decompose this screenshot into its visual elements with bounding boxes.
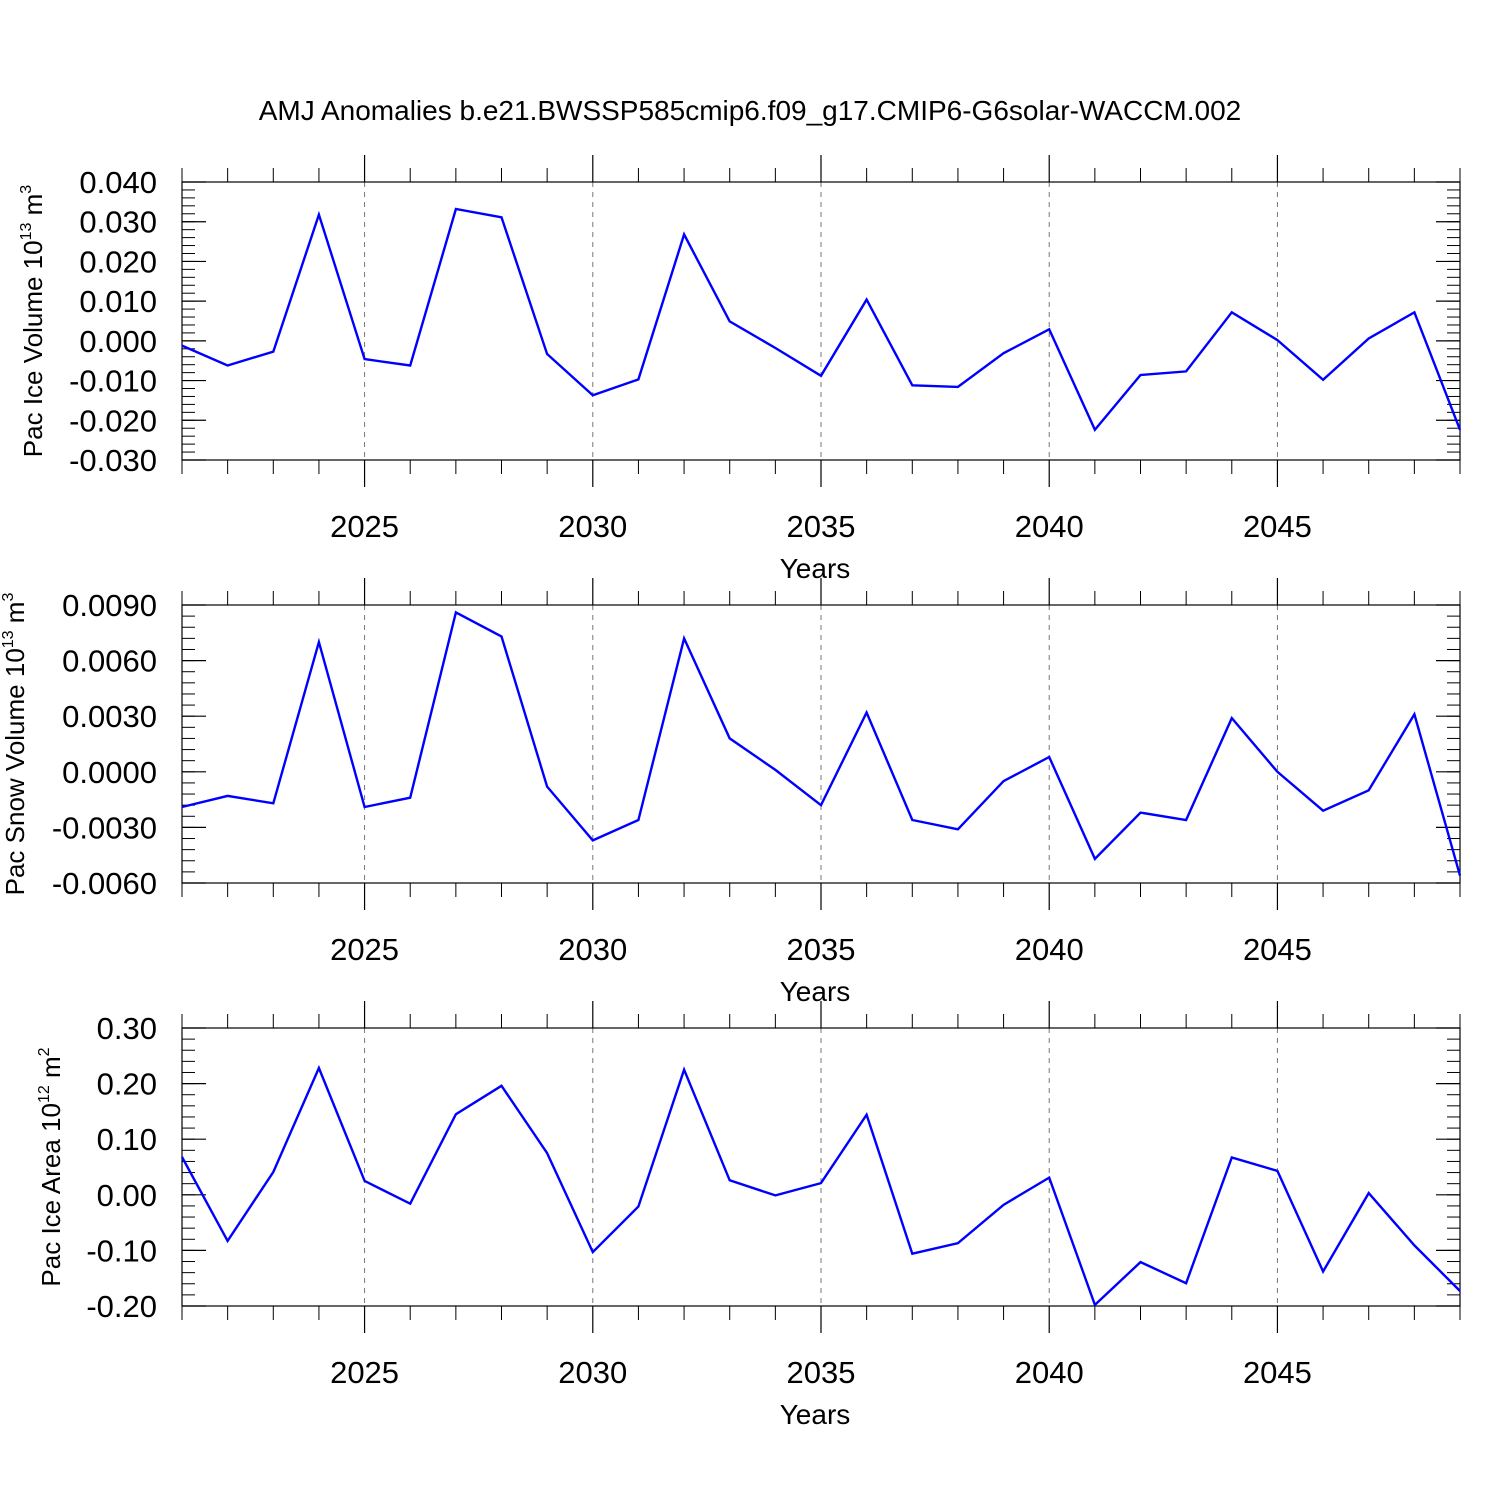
y-tick-label: 0.0060 — [62, 644, 157, 679]
x-tick-label: 2040 — [1015, 509, 1084, 544]
y-tick-label: 0.040 — [79, 165, 157, 200]
y-tick-label: 0.000 — [79, 324, 157, 359]
y-tick-label: 0.0000 — [62, 755, 157, 790]
y-axis-label-text: Pac Ice Volume 10 — [18, 240, 48, 457]
x-tick-label: 2040 — [1015, 932, 1084, 967]
x-tick-label: 2045 — [1243, 1355, 1312, 1390]
x-tick-label: 2025 — [330, 932, 399, 967]
series-line — [181, 610, 1462, 876]
y-axis-label-exponent: 13 — [0, 630, 17, 648]
y-axis-label: Pac Snow Volume 1013 m3 — [0, 593, 30, 896]
x-tick-label: 2040 — [1015, 1355, 1084, 1390]
x-tick-label: 2030 — [558, 1355, 627, 1390]
y-axis-label: Pac Ice Area 1012 m2 — [36, 1047, 66, 1286]
x-tick-label: 2025 — [330, 1355, 399, 1390]
series-line — [181, 207, 1462, 433]
y-tick-label: 0.0030 — [62, 699, 157, 734]
panel-2: 2025 2030 2035 2040 2045 -0.0060 -0.0030 0.0000… — [0, 578, 1462, 1007]
y-tick-label: 0.0090 — [62, 588, 157, 623]
x-tick-label: 2045 — [1243, 932, 1312, 967]
x-tick-label: 2035 — [787, 932, 856, 967]
y-tick-label: -0.020 — [69, 403, 157, 438]
y-axis-label-exponent: 13 — [18, 222, 35, 240]
panels: 2025 2030 2035 2040 2045 -0.030 -0.020 -0.010 0.… — [0, 155, 1462, 1430]
chart-title: AMJ Anomalies b.e21.BWSSP585cmip6.f09_g1… — [259, 95, 1242, 126]
y-axis-label-text: Pac Ice Area 10 — [36, 1103, 66, 1287]
y-tick-label: -0.010 — [69, 364, 157, 399]
y-tick-label: -0.0030 — [52, 810, 157, 845]
x-axis-label: Years — [780, 553, 851, 584]
y-tick-label: -0.20 — [86, 1289, 157, 1324]
y-axis-label: Pac Ice Volume 1013 m3 — [18, 185, 48, 458]
x-axis-label: Years — [780, 1399, 851, 1430]
y-axis-label-unit: m — [0, 602, 30, 631]
y-axis-label-unit-exponent: 3 — [0, 593, 17, 602]
x-tick-label: 2045 — [1243, 509, 1312, 544]
y-axis-label-unit-exponent: 3 — [18, 185, 35, 194]
x-tick-label: 2035 — [787, 509, 856, 544]
panel-3: 2025 2030 2035 2040 2045 -0.20 -0.10 0.00 0.10 0.… — [36, 1001, 1461, 1430]
y-axis-label-unit: m — [36, 1056, 66, 1085]
x-tick-label: 2030 — [558, 509, 627, 544]
y-tick-label: 0.10 — [97, 1122, 157, 1157]
y-tick-label: 0.030 — [79, 205, 157, 240]
y-tick-label: 0.020 — [79, 244, 157, 279]
x-tick-label: 2035 — [787, 1355, 856, 1390]
y-tick-label: -0.0060 — [52, 866, 157, 901]
y-tick-label: -0.030 — [69, 443, 157, 478]
x-tick-label: 2030 — [558, 932, 627, 967]
y-tick-label: 0.010 — [79, 284, 157, 319]
y-axis-label-unit-exponent: 2 — [36, 1047, 53, 1056]
y-axis-label-text: Pac Snow Volume 10 — [0, 648, 30, 895]
panel-1: 2025 2030 2035 2040 2045 -0.030 -0.020 -0.010 0.… — [18, 155, 1462, 584]
y-tick-label: 0.00 — [97, 1178, 157, 1213]
y-tick-label: -0.10 — [86, 1233, 157, 1268]
x-tick-label: 2025 — [330, 509, 399, 544]
series-line — [180, 1064, 1461, 1308]
y-axis-label-unit: m — [18, 194, 48, 223]
y-tick-label: 0.20 — [97, 1067, 157, 1102]
x-axis-label: Years — [780, 976, 851, 1007]
y-tick-label: 0.30 — [97, 1011, 157, 1046]
y-axis-label-exponent: 12 — [36, 1085, 53, 1103]
